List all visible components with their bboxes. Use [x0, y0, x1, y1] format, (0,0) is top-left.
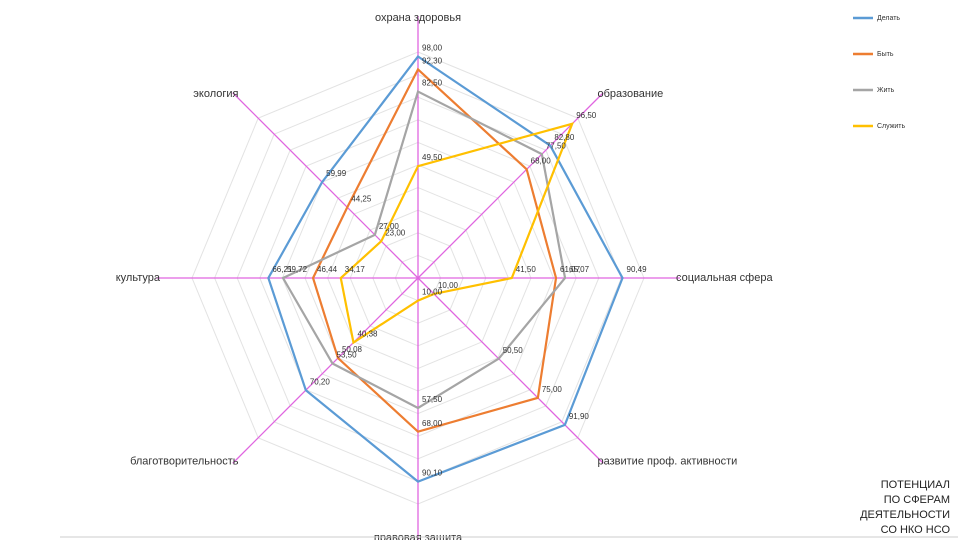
data-label: 70,20	[310, 377, 331, 386]
data-label: 68,00	[422, 419, 443, 428]
data-label: 65,07	[569, 265, 590, 274]
axis-label: благотворительность	[130, 456, 239, 468]
axis-line	[417, 92, 604, 279]
data-label: 59,99	[326, 169, 347, 178]
data-label: 23,00	[385, 228, 406, 237]
caption-line: ПО СФЕРАМ	[883, 494, 950, 506]
axis-label: правовая защита	[374, 532, 463, 540]
data-label: 90,10	[422, 469, 443, 478]
data-label: 75,00	[542, 385, 563, 394]
data-label: 53,50	[337, 351, 358, 360]
legend-label: Быть	[877, 51, 894, 58]
series-line	[339, 122, 575, 345]
axis-label: социальная сфера	[676, 272, 773, 284]
caption: ПОТЕНЦИАЛ ПО СФЕРАМ ДЕЯТЕЛЬНОСТИ СО НКО НСО	[860, 478, 950, 538]
caption-line: ДЕЯТЕЛЬНОСТИ	[860, 509, 950, 521]
data-label: 92,30	[422, 57, 443, 66]
axis-label: культура	[116, 272, 161, 284]
caption-line: ПОТЕНЦИАЛ	[880, 479, 950, 491]
data-label: 34,17	[345, 265, 366, 274]
data-label: 90,49	[627, 265, 648, 274]
data-label: 66,21	[272, 265, 293, 274]
legend-label: Жить	[877, 87, 895, 94]
data-label: 68,00	[531, 156, 552, 165]
axis-label: экология	[193, 88, 238, 100]
data-label: 44,25	[351, 194, 372, 203]
series-line	[311, 67, 558, 433]
axis-label: охрана здоровья	[375, 12, 461, 24]
data-label: 82,80	[554, 133, 575, 142]
data-label: 41,50	[516, 265, 537, 274]
data-label: 82,50	[422, 79, 443, 88]
legend-label: Служить	[877, 123, 906, 130]
data-label: 98,00	[422, 44, 443, 53]
axis-label: образование	[598, 88, 664, 100]
caption-line: СО НКО НСО	[880, 524, 950, 536]
axis-line	[232, 92, 419, 279]
series-line	[281, 89, 567, 410]
data-label: 49,50	[422, 153, 443, 162]
data-label: 77,50	[546, 141, 567, 150]
data-label: 27,00	[379, 222, 400, 231]
data-label: 10,00	[422, 288, 443, 297]
axis-label: развитие проф. активности	[598, 456, 738, 468]
legend-label: Делать	[877, 15, 900, 22]
data-label: 59,72	[287, 265, 308, 274]
axis-line	[232, 277, 419, 464]
data-label: 10,00	[438, 281, 459, 290]
data-label: 96,50	[576, 111, 597, 120]
data-label: 57,50	[422, 395, 443, 404]
data-label: 50,50	[503, 346, 524, 355]
axis-line	[417, 277, 604, 464]
series-line	[267, 55, 624, 483]
data-label: 50,08	[342, 345, 363, 354]
data-label: 61,07	[560, 265, 581, 274]
data-label: 40,38	[357, 330, 378, 339]
data-label: 91,90	[569, 412, 590, 421]
data-label: 46,44	[317, 265, 338, 274]
